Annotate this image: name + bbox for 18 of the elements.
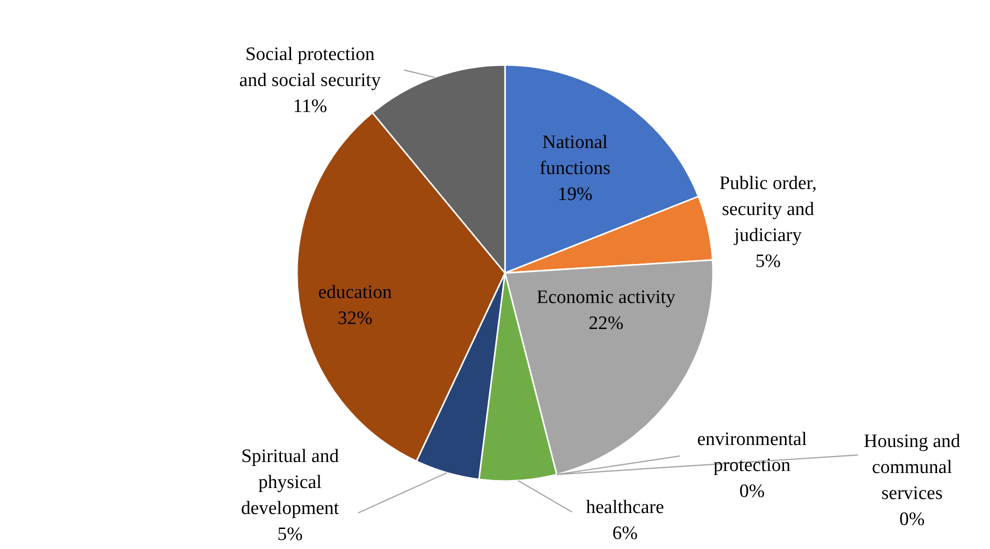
data-label: 11%: [292, 96, 328, 117]
slice-label: Spiritual and physical development: [240, 446, 340, 519]
data-label: 22%: [588, 313, 624, 334]
data-label: 6%: [612, 523, 638, 544]
data-label: 32%: [338, 308, 373, 329]
slice-label: Economic activity: [536, 287, 676, 308]
slice-label: education: [318, 282, 392, 303]
category-label: environmental protection: [697, 429, 807, 476]
data-label: 5%: [277, 524, 303, 545]
category-label: Housing and communal services: [864, 431, 960, 504]
slice-label: National functions: [540, 132, 610, 179]
data-label: 5%: [755, 251, 781, 272]
text: 0%: [739, 481, 765, 502]
slice-label: Public order, security and judiciary: [719, 173, 817, 246]
slice-label: Social protection and social security: [239, 44, 382, 91]
slice-label: healthcare: [586, 497, 664, 518]
data-label: 19%: [558, 184, 593, 205]
text: 0%: [899, 509, 925, 530]
